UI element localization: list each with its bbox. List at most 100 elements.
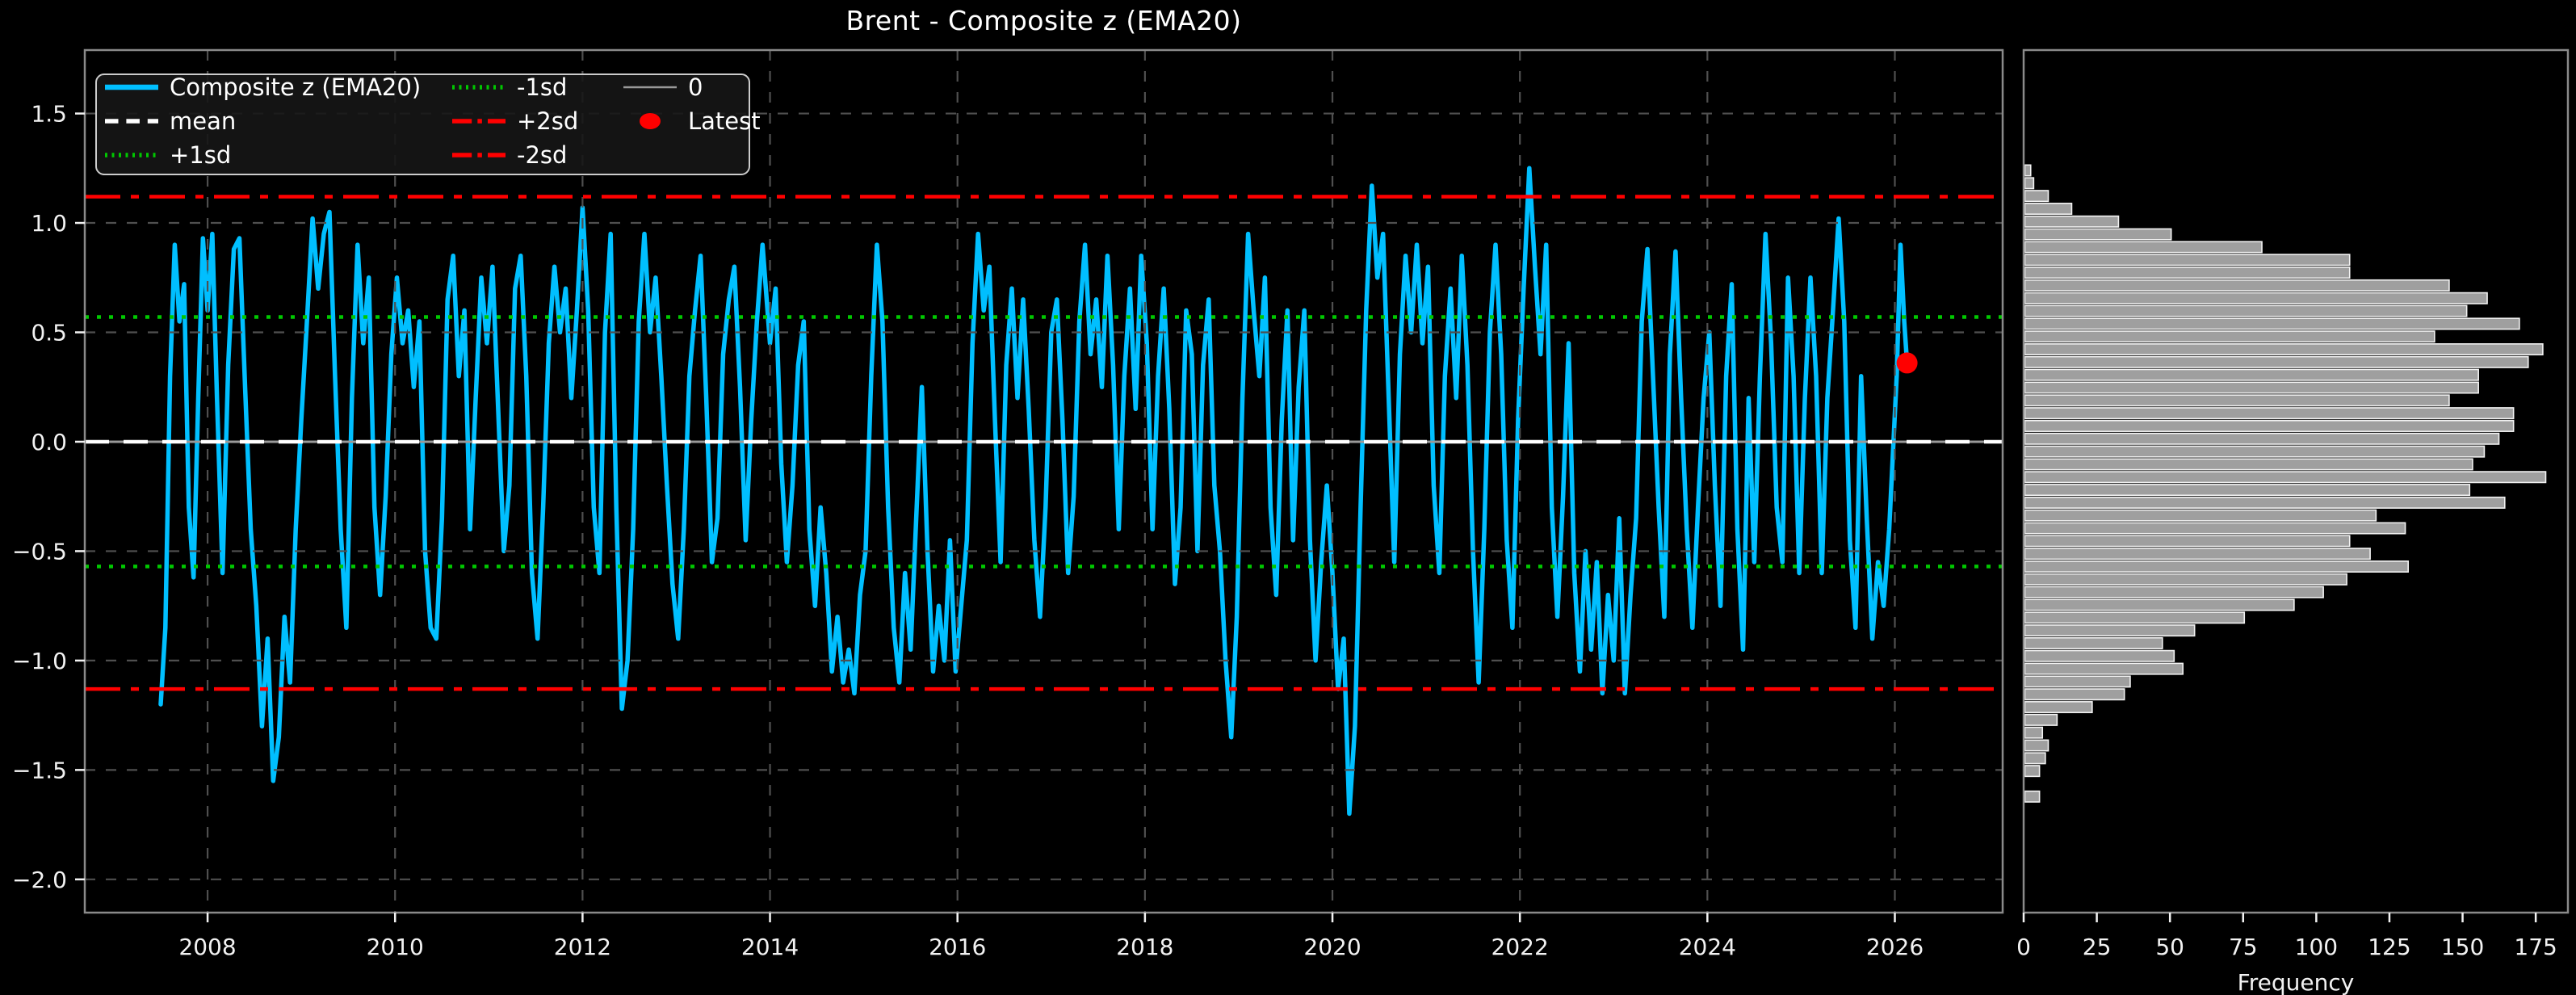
hist-bar	[2024, 471, 2547, 484]
chart-title: Brent - Composite z (EMA20)	[845, 5, 1242, 36]
legend-label: -2sd	[517, 141, 567, 169]
hist-bar	[2024, 739, 2049, 752]
hist-bar	[2024, 675, 2131, 688]
y-tick-label: −1.5	[12, 757, 67, 783]
hist-x-tick-label: 150	[2441, 934, 2484, 960]
axes-frame	[83, 48, 2004, 914]
hist-bar	[2024, 752, 2046, 765]
hist-x-tick-label: 125	[2368, 934, 2410, 960]
y-tick-label: 1.0	[31, 210, 67, 237]
hist-bar	[2024, 509, 2377, 522]
x-tick-label: 2020	[1303, 934, 1361, 960]
hist-bar	[2024, 535, 2351, 548]
hist-bar	[2024, 432, 2500, 445]
hist-bar	[2024, 573, 2347, 586]
legend-box	[95, 73, 750, 175]
legend-label: +2sd	[517, 107, 578, 135]
hist-bar	[2024, 279, 2450, 292]
x-tick-label: 2014	[741, 934, 799, 960]
hist-bar	[2024, 215, 2120, 228]
hist-bar	[2024, 662, 2184, 675]
hist-bar	[2024, 394, 2450, 407]
x-tick-label: 2024	[1679, 934, 1736, 960]
x-tick-label: 2026	[1866, 934, 1924, 960]
hist-bar	[2024, 355, 2529, 368]
hist-bar	[2024, 343, 2544, 356]
series	[158, 166, 1910, 817]
legend-label: Latest	[688, 107, 761, 135]
x-tick-label: 2010	[367, 934, 424, 960]
y-tick-label: 0.5	[31, 319, 67, 346]
hist-bar	[2024, 611, 2246, 624]
hist-bar	[2024, 164, 2032, 177]
hist-x-tick-label: 0	[2016, 934, 2031, 960]
hist-bar	[2024, 713, 2058, 726]
hist-bar	[2024, 548, 2371, 560]
reference-lines	[85, 195, 2003, 691]
hist-bar	[2024, 701, 2093, 714]
hist-x-tick-label: 50	[2155, 934, 2184, 960]
x-tick-label: 2008	[178, 934, 236, 960]
x-tick-label: 2016	[929, 934, 986, 960]
hist-bar	[2024, 458, 2473, 471]
hist-xlabel: Frequency	[2238, 969, 2355, 995]
hist-x-tick-label: 175	[2514, 934, 2557, 960]
legend: Composite z (EMA20) mean +1sd -1sd +2sd -2sd 0…	[95, 73, 761, 175]
latest-marker	[1896, 352, 1918, 374]
hist-bar	[2024, 419, 2515, 432]
legend-label: 0	[688, 73, 703, 101]
x-tick-label: 2012	[554, 934, 611, 960]
hist-bar	[2024, 636, 2163, 649]
hist-bar	[2024, 586, 2324, 598]
hist-bar	[2024, 317, 2520, 330]
hist-x-tick-label: 100	[2295, 934, 2338, 960]
legend-label: Composite z (EMA20)	[170, 73, 421, 101]
hist-bar	[2024, 368, 2479, 381]
x-tick-label: 2022	[1491, 934, 1549, 960]
hist-x-tick-label: 75	[2229, 934, 2258, 960]
hist-bar	[2024, 726, 2044, 739]
hist-bar	[2024, 254, 2351, 267]
hist-bar	[2024, 649, 2175, 662]
y-tick-label: −2.0	[12, 867, 67, 893]
latest	[1896, 352, 1918, 374]
legend-latest-marker	[640, 113, 661, 129]
histogram	[2024, 164, 2547, 803]
hist-bar	[2024, 241, 2263, 254]
hist-bar	[2024, 267, 2351, 279]
hist-bar	[2024, 445, 2486, 458]
y-tick-label: −1.0	[12, 648, 67, 674]
hist-bar	[2024, 202, 2073, 215]
hist-bar	[2024, 765, 2041, 778]
legend-label: -1sd	[517, 73, 567, 101]
hist-bar	[2024, 522, 2406, 535]
y-tick-label: 1.5	[31, 101, 67, 128]
hist-bar	[2024, 228, 2172, 241]
legend-label: mean	[170, 107, 236, 135]
hist-bar	[2024, 790, 2041, 803]
hist-bar	[2024, 177, 2035, 190]
hist-bar	[2024, 292, 2488, 304]
frames	[83, 48, 2570, 914]
y-tick-label: −0.5	[12, 538, 67, 565]
y-tick-label: 0.0	[31, 429, 67, 456]
hist-bar	[2024, 190, 2049, 203]
hist-bar	[2024, 560, 2409, 573]
hist-bar	[2024, 598, 2295, 611]
hist-bar	[2024, 304, 2468, 317]
x-tick-label: 2018	[1116, 934, 1173, 960]
axes-frame	[2022, 48, 2570, 914]
axis-ticks: 2008 2010 2012 2014 2016 2018 2020 2022 2024 2026…	[12, 101, 2557, 995]
hist-bar	[2024, 624, 2196, 637]
hist-bar	[2024, 484, 2471, 497]
legend-label: +1sd	[170, 141, 231, 169]
hist-bar	[2024, 330, 2435, 343]
hist-x-tick-label: 25	[2083, 934, 2112, 960]
hist-bar	[2024, 407, 2515, 420]
composite-z-line	[158, 166, 1910, 817]
hist-bar	[2024, 496, 2506, 509]
hist-bar	[2024, 688, 2125, 701]
hist-bar	[2024, 381, 2479, 394]
